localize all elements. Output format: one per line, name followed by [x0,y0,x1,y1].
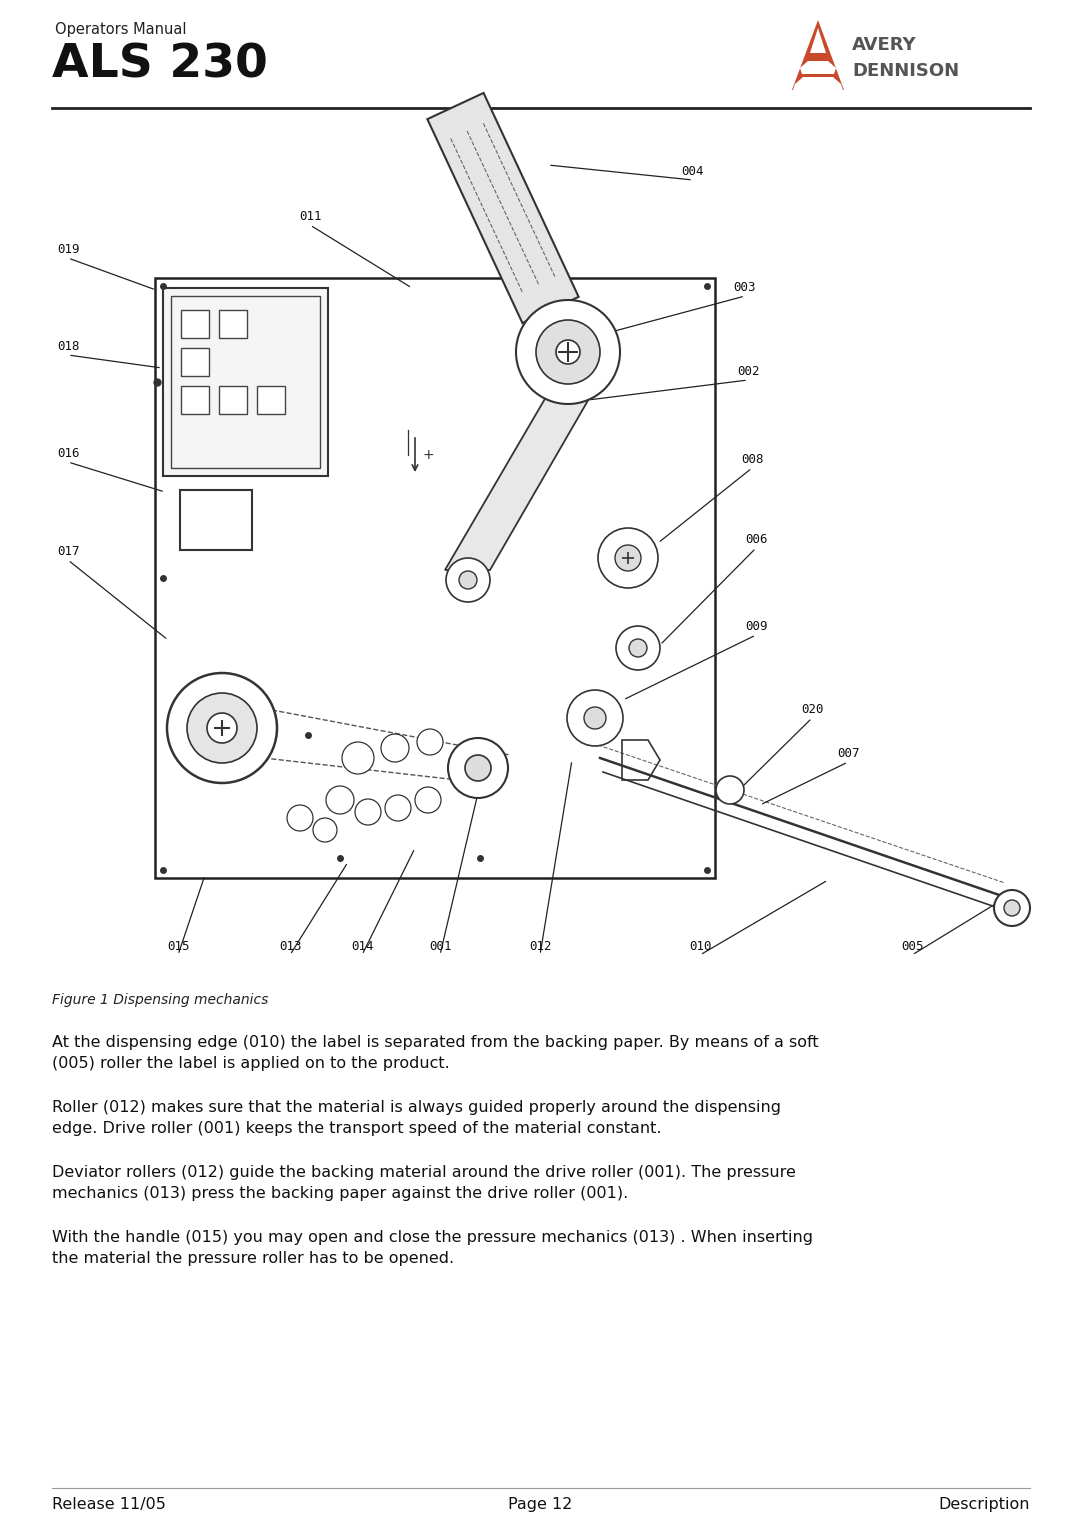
Polygon shape [792,20,843,90]
Circle shape [567,691,623,746]
Text: 016: 016 [57,448,79,460]
Text: Figure 1 Dispensing mechanics: Figure 1 Dispensing mechanics [52,993,268,1007]
Bar [219,387,247,414]
Text: 013: 013 [279,940,301,953]
Bar [171,296,320,468]
Text: 009: 009 [745,620,767,633]
Circle shape [459,571,477,588]
Circle shape [446,558,490,602]
Text: Release 11/05: Release 11/05 [52,1497,166,1513]
Text: 002: 002 [737,365,759,377]
Bar [181,310,210,338]
Circle shape [417,729,443,755]
Text: 014: 014 [351,940,374,953]
Text: 019: 019 [57,243,79,257]
Text: Deviator rollers (012) guide the backing material around the drive roller (001).: Deviator rollers (012) guide the backing… [52,1164,796,1201]
Polygon shape [445,397,590,570]
Circle shape [584,707,606,729]
Text: Operators Manual: Operators Manual [55,21,187,37]
Circle shape [207,714,237,743]
Text: AVERY: AVERY [852,37,917,53]
Circle shape [598,529,658,588]
Polygon shape [793,76,843,90]
Circle shape [384,795,411,821]
Text: 020: 020 [800,703,823,717]
Circle shape [994,889,1030,926]
Text: 006: 006 [745,533,767,545]
Circle shape [381,733,409,762]
Circle shape [448,738,508,798]
Circle shape [287,805,313,831]
Circle shape [616,626,660,669]
Text: 010: 010 [689,940,712,953]
Text: 018: 018 [57,341,79,353]
Circle shape [1004,900,1020,915]
Text: 012: 012 [529,940,551,953]
Circle shape [415,787,441,813]
Text: +: + [422,448,434,461]
Polygon shape [810,28,826,53]
Bar [257,387,285,414]
Circle shape [536,319,600,384]
Text: 004: 004 [681,165,704,177]
Text: Roller (012) makes sure that the material is always guided properly around the d: Roller (012) makes sure that the materia… [52,1100,781,1135]
Circle shape [342,743,374,775]
Circle shape [556,341,580,364]
Circle shape [465,755,491,781]
Circle shape [615,545,642,571]
Text: 015: 015 [166,940,189,953]
Text: ALS 230: ALS 230 [52,41,268,87]
Text: 007: 007 [837,747,860,759]
Bar [163,287,328,477]
Text: Description: Description [939,1497,1030,1513]
Text: At the dispensing edge (010) the label is separated from the backing paper. By m: At the dispensing edge (010) the label i… [52,1034,819,1071]
Text: DENNISON: DENNISON [852,63,959,79]
Circle shape [167,672,276,782]
Text: 005: 005 [901,940,923,953]
Text: Page 12: Page 12 [508,1497,572,1513]
Text: 001: 001 [429,940,451,953]
Circle shape [187,694,257,762]
Bar [181,387,210,414]
Text: 017: 017 [57,545,79,558]
Circle shape [629,639,647,657]
Text: 003: 003 [733,281,756,293]
Text: 011: 011 [299,209,321,223]
Circle shape [516,299,620,403]
Text: With the handle (015) you may open and close the pressure mechanics (013) . When: With the handle (015) you may open and c… [52,1230,813,1267]
Bar [219,310,247,338]
Text: 008: 008 [741,452,764,466]
Polygon shape [428,93,579,322]
Bar [156,278,715,879]
Circle shape [355,799,381,825]
Polygon shape [800,61,836,73]
Circle shape [313,817,337,842]
Circle shape [326,785,354,814]
Bar [180,490,252,550]
Bar [181,348,210,376]
Circle shape [716,776,744,804]
